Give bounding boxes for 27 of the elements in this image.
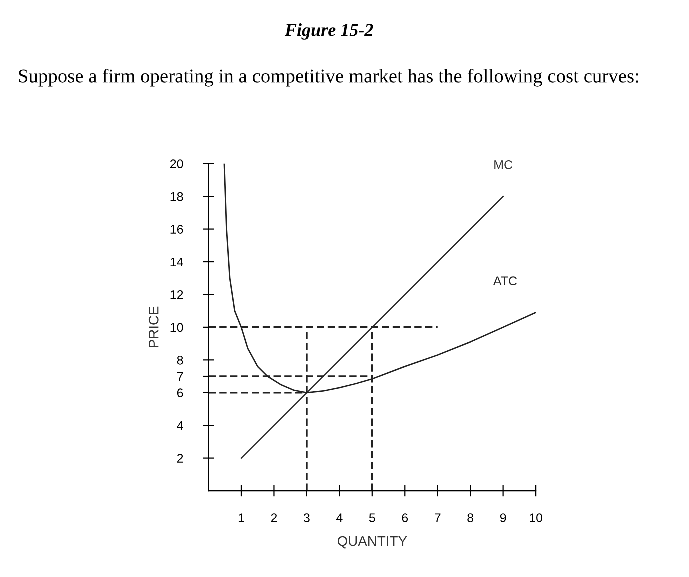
- y-tick-label: 16: [170, 225, 184, 234]
- text: MC: [494, 160, 513, 170]
- chart-title: Figure 15-2: [284, 24, 374, 40]
- x-tick-label: 10: [530, 514, 543, 522]
- x-tick-label: 7: [435, 514, 441, 522]
- y-tick-label: 14: [170, 258, 184, 267]
- y-axis-title: PRICE: [148, 306, 159, 348]
- x-tick-label: 9: [500, 514, 506, 522]
- y-tick-label: 8: [177, 356, 184, 365]
- y-tick-label: 12: [170, 290, 184, 300]
- x-tick-label: 4: [336, 514, 343, 522]
- text: ATC: [493, 276, 518, 286]
- x-tick-label: 2: [271, 514, 278, 522]
- x-tick-label: 6: [402, 514, 408, 522]
- x-axis-title: QUANTITY: [338, 536, 408, 549]
- x-tick-label: 5: [369, 514, 376, 522]
- y-tick-label: 20: [170, 160, 184, 169]
- y-tick-label: 18: [170, 192, 184, 202]
- x-tick-label: 1: [238, 514, 244, 522]
- y-tick-label: 10: [170, 323, 184, 332]
- y-tick-label: 4: [177, 422, 184, 430]
- x-tick-label: 8: [468, 514, 474, 522]
- y-tick-label: 6: [177, 388, 184, 398]
- y-tick-label: 7: [177, 372, 184, 382]
- chart-subtitle: Suppose a firm operating in a competitive market has the following cost curves:: [19, 68, 638, 87]
- x-tick-label: 3: [304, 514, 310, 522]
- y-tick-label: 2: [177, 454, 184, 463]
